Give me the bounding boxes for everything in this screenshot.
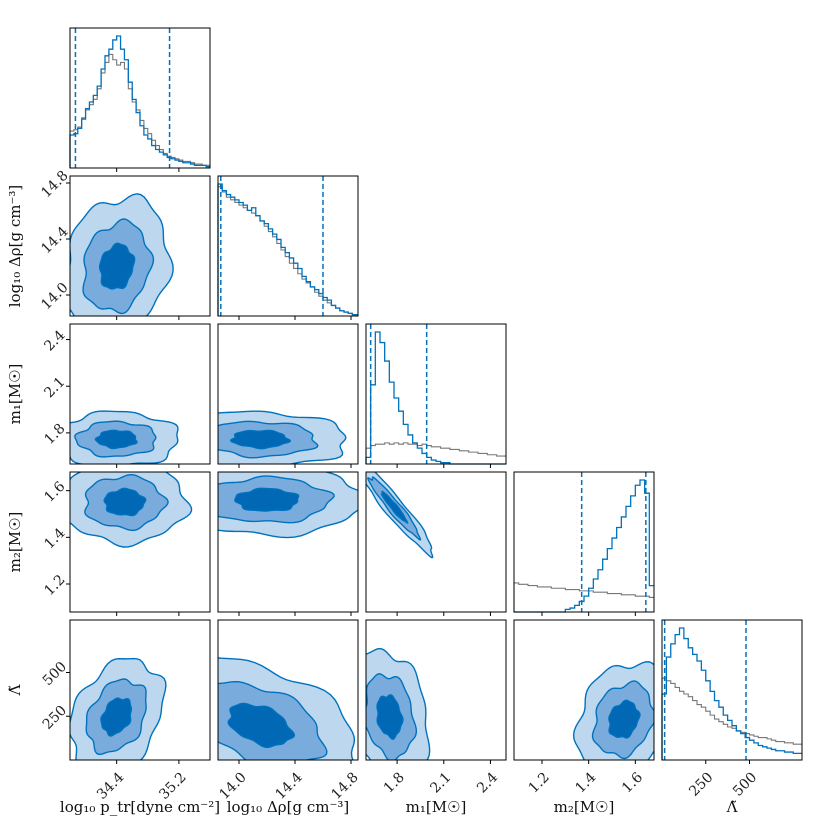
x-tick-label-lam: 250	[686, 769, 716, 799]
posterior-histogram-m1	[365, 331, 506, 465]
contour-level-3-rho-m2	[234, 487, 300, 512]
frame-m1-m2	[365, 471, 507, 613]
frame-p-rho	[69, 175, 211, 317]
contour-panel-rho-m1	[217, 323, 359, 465]
contour-level-3-rho-m1	[229, 429, 292, 450]
x-axis-label-p: log₁₀ p_tr[dyne cm⁻²]	[60, 798, 220, 816]
posterior-histogram-lam	[661, 627, 802, 760]
posterior-histogram-m2	[514, 479, 654, 613]
y-tick-label-rho: 14.4	[38, 224, 71, 257]
contour-level-3-m1-lam	[376, 694, 404, 740]
y-axis-label-lam: Λ̃	[6, 684, 24, 696]
y-tick-label-rho: 14.0	[38, 280, 71, 313]
contour-panel-m1-lam	[365, 619, 507, 761]
hist-panel-m2	[513, 471, 655, 613]
frame-rho-m1	[217, 323, 359, 465]
contour-level-3-rho-lam	[227, 702, 296, 749]
y-axis-label-rho: log₁₀ Δρ[g cm⁻³]	[6, 185, 24, 308]
y-tick-label-lam: 500	[40, 659, 70, 689]
contour-panel-m2-lam	[513, 619, 655, 761]
contour-panel-p-m2	[69, 471, 211, 613]
contour-panel-p-m1	[69, 323, 211, 465]
frame-m2-lam	[513, 619, 655, 761]
contour-panel-p-rho	[69, 175, 211, 317]
x-axis-label-lam: Λ̃	[726, 798, 738, 816]
x-tick-label-m2: 1.4	[572, 769, 599, 796]
frame-rho-m2	[217, 471, 359, 613]
frame-rho-lam	[217, 619, 359, 761]
frame-lam	[661, 619, 803, 761]
y-tick-label-m1: 2.4	[41, 327, 68, 354]
contour-panel-m1-m2	[365, 471, 507, 613]
y-tick-label-rho: 14.8	[38, 168, 71, 201]
frame-m1	[365, 323, 507, 465]
x-tick-label-m2: 1.6	[619, 769, 646, 796]
contour-level-3-p-rho	[98, 242, 136, 290]
contour-level-3-m2-lam	[608, 699, 641, 739]
contour-level-3-p-lam	[100, 697, 133, 737]
x-axis-label-m2: m₂[M☉]	[554, 798, 615, 816]
prior-histogram-lam	[661, 677, 802, 760]
x-tick-label-m1: 2.1	[427, 769, 454, 796]
hist-panel-lam	[661, 619, 803, 761]
y-tick-label-m1: 2.1	[41, 374, 68, 401]
prior-histogram-p	[69, 53, 210, 168]
prior-histogram-m2	[513, 582, 654, 612]
y-tick-label-m2: 1.2	[41, 572, 68, 599]
y-tick-label-lam: 250	[40, 703, 70, 733]
frame-p-m2	[69, 471, 211, 613]
frame-p-lam	[69, 619, 211, 761]
frame-rho	[217, 175, 359, 317]
contour-level-3-m1-m2	[380, 490, 409, 524]
posterior-histogram-rho	[217, 183, 358, 316]
hist-panel-m1	[365, 323, 507, 465]
contour-panel-rho-m2	[217, 471, 359, 613]
y-tick-label-m2: 1.6	[41, 478, 68, 505]
contour-level-3-p-m2	[103, 487, 147, 517]
contour-panel-p-lam	[69, 619, 211, 761]
contour-level-3-p-m1	[94, 429, 138, 450]
x-axis-label-rho: log₁₀ Δρ[g cm⁻³]	[227, 798, 350, 816]
y-tick-label-m1: 1.8	[41, 421, 68, 448]
x-axis-label-m1: m₁[M☉]	[406, 798, 467, 816]
x-tick-label-m1: 1.8	[381, 769, 408, 796]
frame-m2	[513, 471, 655, 613]
x-tick-label-lam: 500	[730, 769, 760, 799]
hist-panel-rho	[217, 175, 359, 317]
posterior-histogram-p	[69, 35, 210, 168]
y-axis-label-m2: m₂[M☉]	[6, 512, 24, 573]
x-tick-label-m2: 1.2	[526, 769, 553, 796]
hist-panel-p	[69, 27, 211, 169]
contour-panel-rho-lam	[217, 619, 359, 761]
frame-p	[69, 27, 211, 169]
frame-p-m1	[69, 323, 211, 465]
y-tick-label-m2: 1.4	[41, 525, 68, 552]
prior-histogram-rho	[217, 186, 358, 316]
frame-m1-lam	[365, 619, 507, 761]
y-axis-label-m1: m₁[M☉]	[6, 364, 24, 425]
x-tick-label-m1: 2.4	[474, 769, 501, 796]
